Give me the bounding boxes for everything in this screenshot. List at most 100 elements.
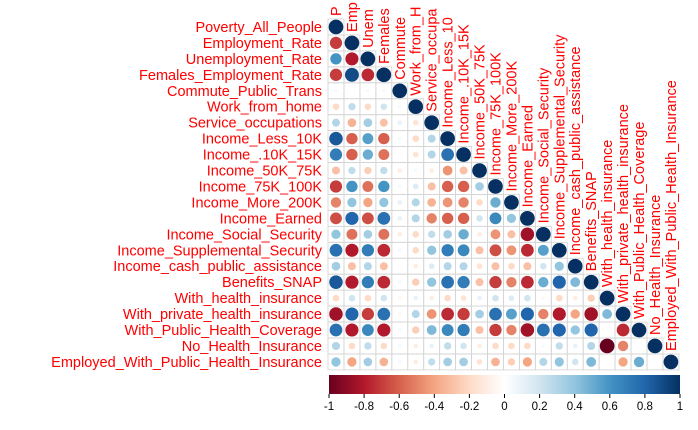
correlation-circle	[361, 307, 375, 321]
row-label: Income_Social_Security	[166, 227, 322, 243]
correlation-circle	[508, 342, 515, 350]
correlation-circle	[329, 275, 343, 289]
correlation-circle	[584, 323, 598, 337]
correlation-circle	[428, 230, 436, 238]
correlation-circle	[428, 358, 436, 366]
correlation-circle	[506, 245, 517, 256]
correlation-circle	[378, 228, 390, 240]
correlation-circle	[348, 103, 356, 111]
correlation-circle	[427, 277, 437, 287]
correlation-circle	[346, 180, 358, 193]
correlation-circle	[583, 274, 599, 290]
row-label: Benefits_SNAP	[222, 275, 322, 291]
correlation-circle	[345, 52, 359, 66]
correlation-circle	[329, 36, 343, 50]
correlation-circle	[397, 168, 403, 173]
colorbar-tick-label: -0.2	[459, 401, 479, 413]
correlation-circle	[489, 323, 502, 337]
correlation-circle	[507, 358, 516, 366]
correlation-circle	[413, 359, 419, 365]
correlation-circle	[397, 216, 403, 221]
correlation-circle	[429, 168, 434, 173]
correlation-circle	[330, 212, 342, 225]
correlation-circle	[555, 294, 563, 302]
correlation-circle	[363, 357, 373, 367]
column-label: Income_.10K_15K	[457, 24, 473, 144]
correlation-circle	[599, 338, 615, 354]
correlation-circle	[397, 232, 403, 237]
correlation-circle	[441, 324, 454, 336]
correlation-circle	[537, 244, 549, 256]
correlation-circle	[506, 276, 517, 288]
correlation-circle	[334, 89, 338, 93]
correlation-circle	[570, 325, 580, 335]
row-label: Income_.10K_15K	[203, 148, 323, 164]
correlation-circle	[361, 244, 375, 257]
correlation-circle	[520, 227, 535, 242]
correlation-circle	[347, 197, 357, 208]
correlation-circle	[520, 307, 534, 321]
correlation-circle	[458, 229, 469, 240]
correlation-circle	[505, 308, 517, 320]
correlation-circle	[347, 357, 357, 367]
correlation-circle	[424, 115, 440, 131]
correlation-circle	[379, 262, 388, 271]
correlation-circle	[457, 180, 470, 193]
correlation-circle	[540, 262, 547, 270]
correlation-circle	[459, 357, 468, 367]
correlation-circle	[475, 326, 484, 335]
colorbar-tick-label: 1	[677, 401, 683, 413]
correlation-circle	[552, 307, 566, 321]
row-label: Income_50K_75K	[207, 164, 323, 180]
correlation-circle	[477, 295, 482, 301]
correlation-circle	[520, 211, 535, 226]
correlation-circle	[441, 244, 454, 257]
row-label: Poverty_All_People	[195, 20, 322, 36]
correlation-circle	[399, 265, 401, 267]
correlation-circle	[377, 243, 391, 257]
correlation-circle	[477, 232, 482, 237]
correlation-circle	[330, 197, 342, 208]
correlation-circle	[507, 230, 516, 239]
correlation-circle	[377, 212, 391, 225]
correlation-circle	[476, 359, 483, 365]
correlation-circle	[457, 244, 470, 257]
correlation-circle	[523, 262, 532, 271]
correlation-circle	[538, 308, 549, 320]
correlation-circle	[443, 342, 452, 350]
correlation-circle	[506, 213, 517, 224]
correlation-circle	[587, 341, 596, 350]
correlation-circle	[363, 262, 372, 271]
correlation-circle	[328, 19, 344, 35]
correlation-circle	[554, 261, 564, 271]
correlation-circle	[397, 200, 403, 205]
correlation-circle	[361, 276, 375, 289]
correlation-circle	[378, 180, 390, 193]
column-label: No_Health_Insurance	[648, 195, 664, 335]
row-label: Income_Less_10K	[202, 132, 322, 148]
correlation-circle	[538, 276, 549, 288]
column-label: Income_Social_Security	[536, 67, 552, 223]
correlation-circle	[344, 67, 359, 82]
correlation-circle	[476, 199, 483, 206]
correlation-circle	[506, 324, 517, 336]
correlation-circle	[428, 263, 435, 270]
correlation-circle	[426, 213, 437, 224]
correlation-circle	[361, 212, 374, 225]
correlation-circle	[442, 197, 453, 208]
row-label: Employed_With_Public_Health_Insurance	[51, 355, 322, 371]
correlation-circle	[460, 295, 467, 301]
correlation-circle	[376, 67, 392, 83]
grid-cell	[662, 353, 680, 371]
colorbar: -1 -0.8 -0.6 -0.4 -0.2 0 0.2 0.4 0.6 0.8 1	[324, 375, 683, 413]
correlation-circle	[586, 357, 597, 367]
correlation-circle	[489, 276, 502, 289]
colorbar-gradient	[329, 375, 680, 394]
correlation-circle	[331, 118, 340, 127]
correlation-circle	[345, 275, 359, 289]
correlation-circle	[508, 295, 515, 301]
correlation-circle	[364, 166, 372, 175]
correlation-circle	[398, 312, 402, 316]
correlation-circle	[379, 197, 389, 208]
correlation-circle	[345, 243, 359, 257]
